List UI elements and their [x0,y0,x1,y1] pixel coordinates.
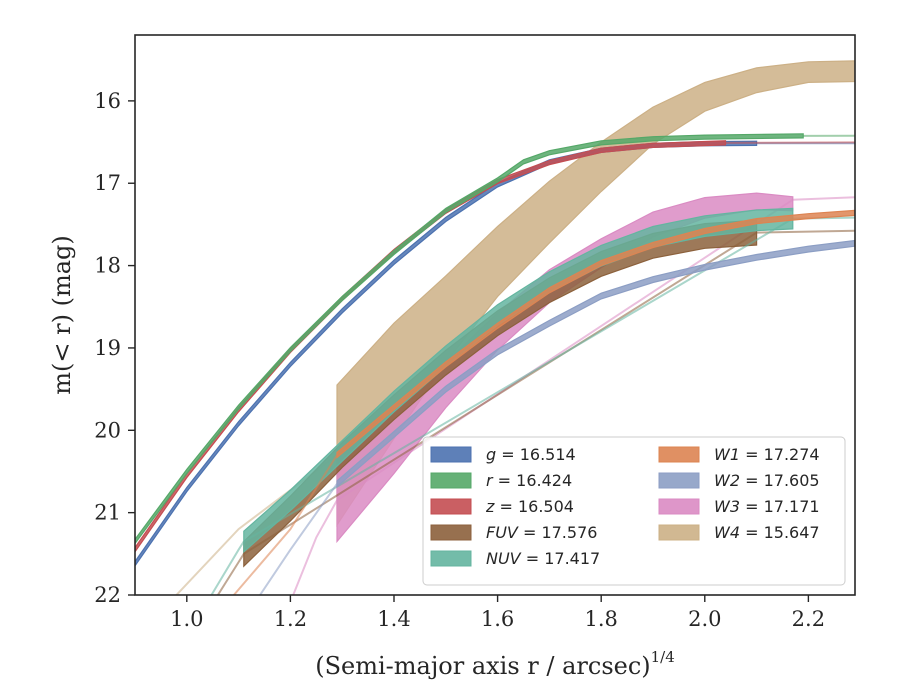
legend-label-w4: W4 = 15.647 [714,523,820,542]
legend: g = 16.514 r = 16.424 z = 16.504 FUV = 17.5… [422,436,846,586]
legend-swatch-w3 [658,498,700,515]
x-tick-label: 1.0 [170,607,203,631]
y-tick-label: 16 [94,89,121,113]
x-tick-label: 1.8 [584,607,617,631]
plot-area [135,60,855,595]
plot-frame [134,34,856,596]
series-w2-band [336,239,855,489]
legend-swatch-nuv [430,550,472,567]
axes-layer: 1.0 1.2 1.4 1.6 1.8 2.0 2.2 16 17 18 19 20 21 22 [94,34,856,631]
legend-box [422,436,846,586]
legend-label-r: r = 16.424 [486,471,572,490]
series-w2-model-line [258,483,338,595]
series-nuv-band [243,207,794,554]
series-g-band [135,140,758,567]
legend-swatch-w2 [658,472,700,489]
x-tick-label: 1.4 [377,607,410,631]
legend-label-w3: W3 = 17.171 [714,497,820,516]
series-w1-model-line [232,454,338,595]
y-tick-label: 21 [94,501,121,525]
y-tick-label: 17 [94,171,121,195]
legend-label-w1: W1 = 17.274 [714,445,820,464]
legend-label-z: z = 16.504 [485,497,574,516]
y-tick-label: 19 [94,336,121,360]
legend-swatch-w4 [658,524,700,541]
x-tick-label: 2.2 [792,607,825,631]
legend-label-g: g = 16.514 [486,445,576,464]
series-w1-band [336,209,855,459]
x-axis-label: (Semi-major axis r / arcsec)1/4 [315,648,675,680]
legend-swatch-r [430,472,472,489]
y-tick-label: 20 [94,418,121,442]
legend-swatch-z [430,498,472,515]
x-tick-label: 1.6 [481,607,514,631]
y-tick-label: 18 [94,254,121,278]
series-z-model-line [725,141,855,144]
x-tick-label: 1.2 [274,607,307,631]
legend-swatch-fuv [430,524,472,541]
y-axis-label: m(< r) (mag) [48,235,76,394]
legend-label-fuv: FUV = 17.576 [486,523,597,542]
plot-content [135,60,855,595]
legend-swatch-g [430,446,472,463]
y-tick-label: 22 [94,583,121,607]
legend-swatch-w1 [658,446,700,463]
series-r-band [135,133,804,545]
x-tick-label: 2.0 [688,607,721,631]
legend-label-nuv: NUV = 17.417 [486,549,600,568]
legend-label-w2: W2 = 17.605 [714,471,820,490]
